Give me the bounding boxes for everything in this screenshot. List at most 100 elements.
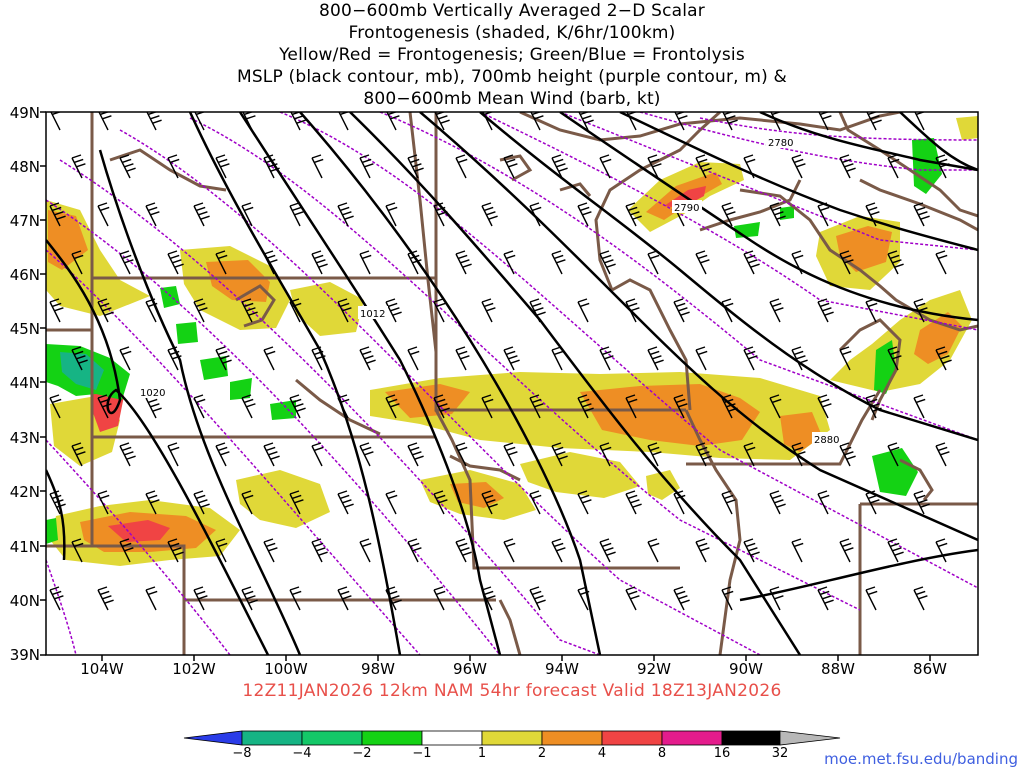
wind-barb [791,442,806,467]
wind-barb [407,250,422,275]
wind-barb [359,442,374,467]
wind-barb [577,202,592,227]
wind-barb [913,394,926,419]
wind-barb [817,586,834,611]
wind-barb [865,586,878,611]
colorbar-label: 16 [713,746,731,761]
wind-barb [673,298,690,323]
wind-barb [817,394,832,419]
wind-barb [913,490,930,515]
wind-barb [263,442,280,467]
wind-barb [71,442,86,467]
height-label-2790: 2790 [674,203,699,214]
wind-barb [385,586,402,611]
wind-barb [119,250,134,275]
wind-barb [193,586,208,611]
colorbar-seg-5 [481,730,543,746]
wind-barb [455,250,472,275]
lon-label: 94W [545,660,579,678]
wind-barb [887,538,904,563]
wind-barb [839,250,854,275]
axis-ticks [40,111,931,661]
wind-barb [769,394,782,419]
colorbar-seg-4 [421,730,483,746]
colorbar-label: 32 [771,746,789,761]
wind-barb [119,346,132,371]
wind-barb [625,298,640,323]
wind-barb [359,250,372,275]
wind-barb [407,538,422,563]
wind-barb [887,154,900,179]
lat-label: 46N [9,266,40,284]
wind-barb [599,154,612,179]
colorbar-seg-0 [183,730,243,746]
wind-barb [145,202,160,227]
wind-barbs [49,112,952,611]
wind-barb [119,154,136,179]
wind-barb [311,154,324,179]
wind-barb [289,394,306,419]
wind-barb [145,586,158,611]
lat-label: 49N [9,104,40,122]
wind-barb [722,112,738,131]
wind-barb [359,346,376,371]
title-line-5: 800−600mb Mean Wind (barb, kt) [363,89,661,109]
wind-barb [455,346,470,371]
wind-barb [743,154,756,179]
wind-barb [241,394,256,419]
wind-barb [599,346,614,371]
lat-label: 48N [9,158,40,176]
wind-barb [71,154,86,179]
wind-barb [385,490,398,515]
wind-barb [337,202,354,227]
colorbar-seg-9 [721,730,781,746]
wind-barb [503,442,518,467]
wind-barb [743,538,760,563]
wind-barb [167,346,182,371]
lon-label: 86W [913,660,947,678]
wind-barb [145,490,160,515]
wind-barb [337,298,352,323]
wind-barb [385,202,398,227]
wind-barb [551,538,566,563]
wind-barb [673,586,690,611]
wind-barb [97,394,112,419]
wind-barb [625,586,640,611]
wind-barb [791,346,808,371]
wind-barb [119,442,136,467]
lat-label: 39N [9,646,40,664]
wind-barb [913,586,928,611]
wind-barb [577,586,590,611]
wind-barb [935,442,950,467]
wind-barb [386,112,400,131]
colorbar-seg-7 [601,730,663,746]
colorbar-label: −8 [232,746,252,761]
wind-barb [71,538,84,563]
source-credit-link[interactable]: moe.met.fsu.edu/banding [824,750,1018,768]
lat-label: 43N [9,429,40,447]
wind-barb [193,202,210,227]
colorbar-label: 4 [597,746,607,761]
wind-barb [625,490,642,515]
wind-barb [529,394,544,419]
wind-barb [407,442,424,467]
wind-barb [839,538,854,563]
wind-barb [167,538,184,563]
wind-barb [311,442,324,467]
wind-barb [551,154,568,179]
contour-labels: 1012 1020 2780 2790 2880 [138,135,842,446]
wind-barb [503,346,520,371]
wind-barb [647,154,662,179]
wind-barb [263,154,280,179]
wind-barb [407,154,424,179]
lon-label: 90W [729,660,763,678]
wind-barb [769,586,784,611]
wind-barb [839,442,856,467]
wind-barb [721,202,736,227]
wind-barb [433,298,446,323]
wind-barb [433,586,446,611]
colorbar-seg-10 [779,730,841,746]
wind-barb [337,586,352,611]
wind-barb [791,250,804,275]
wind-barb [50,112,62,131]
